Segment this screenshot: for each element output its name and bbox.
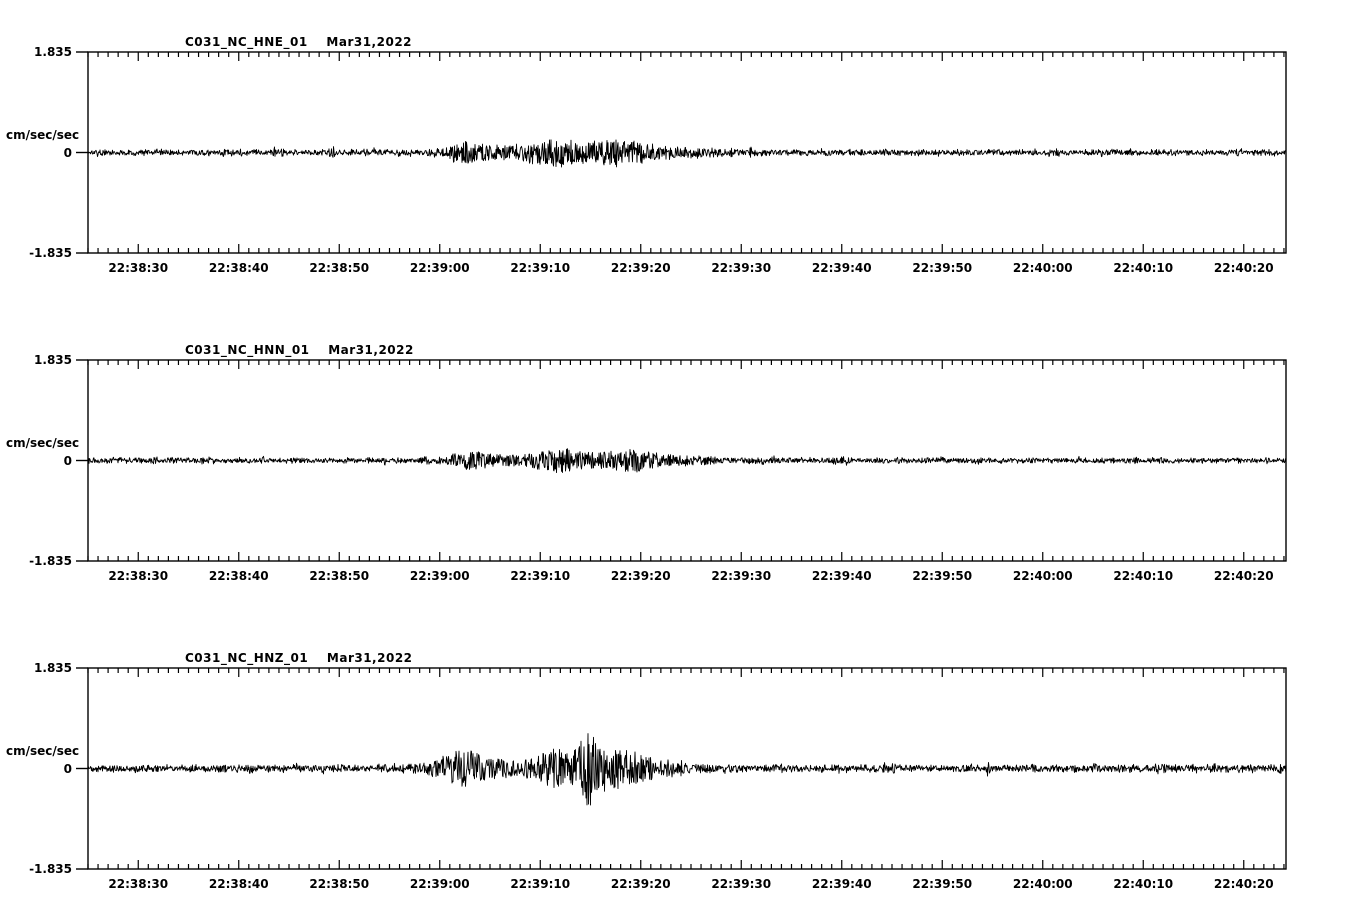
x-axis-tick-label-hne-4: 22:39:10 <box>510 261 571 275</box>
x-axis-tick-label-hnn-5: 22:39:20 <box>610 569 671 583</box>
waveform-trace-hnn <box>87 448 1287 474</box>
x-axis-tick-label-hnz-8: 22:39:50 <box>912 877 973 891</box>
y-axis-zero-label-hnz: 0 <box>63 761 72 776</box>
panel-title-hnz: C031_NC_HNZ_01 Mar31,2022 <box>185 651 413 665</box>
x-axis-tick-label-hne-11: 22:40:20 <box>1213 261 1274 275</box>
x-axis-tick-label-hne-5: 22:39:20 <box>610 261 671 275</box>
x-axis-tick-label-hnz-9: 22:40:00 <box>1012 877 1073 891</box>
x-axis-tick-label-hne-7: 22:39:40 <box>811 261 872 275</box>
y-axis-max-label-hne: 1.835 <box>34 45 72 59</box>
panel-title-hne: C031_NC_HNE_01 Mar31,2022 <box>185 35 413 49</box>
y-axis-min-label-hnn: -1.835 <box>29 554 72 568</box>
x-axis-tick-label-hne-3: 22:39:00 <box>409 261 470 275</box>
x-axis-tick-label-hne-9: 22:40:00 <box>1012 261 1073 275</box>
y-axis-min-label-hne: -1.835 <box>29 246 72 260</box>
x-axis-tick-label-hnn-8: 22:39:50 <box>912 569 973 583</box>
waveform-trace-hne <box>87 139 1287 168</box>
x-axis-tick-label-hne-1: 22:38:40 <box>208 261 269 275</box>
x-axis-tick-label-hnz-2: 22:38:50 <box>309 877 370 891</box>
y-axis-unit-hnz: cm/sec/sec <box>6 743 80 758</box>
y-axis-min-label-hnz: -1.835 <box>29 862 72 876</box>
y-axis-ticks-hnn <box>76 359 88 562</box>
x-axis-tick-label-hnn-3: 22:39:00 <box>409 569 470 583</box>
x-axis-tick-label-hnz-4: 22:39:10 <box>510 877 571 891</box>
y-axis-ticks-hnz <box>76 667 88 870</box>
x-axis-tick-label-hne-8: 22:39:50 <box>912 261 973 275</box>
y-axis-max-label-hnn: 1.835 <box>34 353 72 367</box>
x-axis-tick-label-hnn-4: 22:39:10 <box>510 569 571 583</box>
x-axis-tick-label-hnn-9: 22:40:00 <box>1012 569 1073 583</box>
x-axis-tick-label-hnn-6: 22:39:30 <box>711 569 772 583</box>
x-axis-tick-label-hnz-0: 22:38:30 <box>108 877 169 891</box>
y-axis-ticks-hne <box>76 51 88 254</box>
x-axis-tick-label-hnn-0: 22:38:30 <box>108 569 169 583</box>
y-axis-zero-label-hnn: 0 <box>63 453 72 468</box>
x-axis-tick-label-hne-0: 22:38:30 <box>108 261 169 275</box>
x-axis-ticks-hnn <box>87 360 1285 561</box>
x-axis-tick-label-hnz-1: 22:38:40 <box>208 877 269 891</box>
x-axis-tick-label-hnz-3: 22:39:00 <box>409 877 470 891</box>
x-axis-tick-label-hnz-5: 22:39:20 <box>610 877 671 891</box>
x-axis-tick-label-hnz-6: 22:39:30 <box>711 877 772 891</box>
x-axis-tick-label-hne-2: 22:38:50 <box>309 261 370 275</box>
x-axis-ticks-hne <box>87 52 1285 253</box>
x-axis-tick-label-hnn-11: 22:40:20 <box>1213 569 1274 583</box>
x-axis-tick-label-hnn-10: 22:40:10 <box>1113 569 1174 583</box>
x-axis-tick-label-hnz-10: 22:40:10 <box>1113 877 1174 891</box>
panel-title-hnn: C031_NC_HNN_01 Mar31,2022 <box>185 343 414 357</box>
y-axis-unit-hne: cm/sec/sec <box>6 127 80 142</box>
x-axis-tick-label-hnz-7: 22:39:40 <box>811 877 872 891</box>
x-axis-tick-label-hnn-2: 22:38:50 <box>309 569 370 583</box>
y-axis-zero-label-hne: 0 <box>63 145 72 160</box>
y-axis-unit-hnn: cm/sec/sec <box>6 435 80 450</box>
x-axis-tick-label-hnz-11: 22:40:20 <box>1213 877 1274 891</box>
x-axis-ticks-hnz <box>87 668 1285 869</box>
x-axis-tick-label-hne-10: 22:40:10 <box>1113 261 1174 275</box>
x-axis-tick-label-hnn-7: 22:39:40 <box>811 569 872 583</box>
y-axis-max-label-hnz: 1.835 <box>34 661 72 675</box>
x-axis-tick-label-hne-6: 22:39:30 <box>711 261 772 275</box>
waveform-trace-hnz <box>87 733 1287 806</box>
x-axis-tick-label-hnn-1: 22:38:40 <box>208 569 269 583</box>
